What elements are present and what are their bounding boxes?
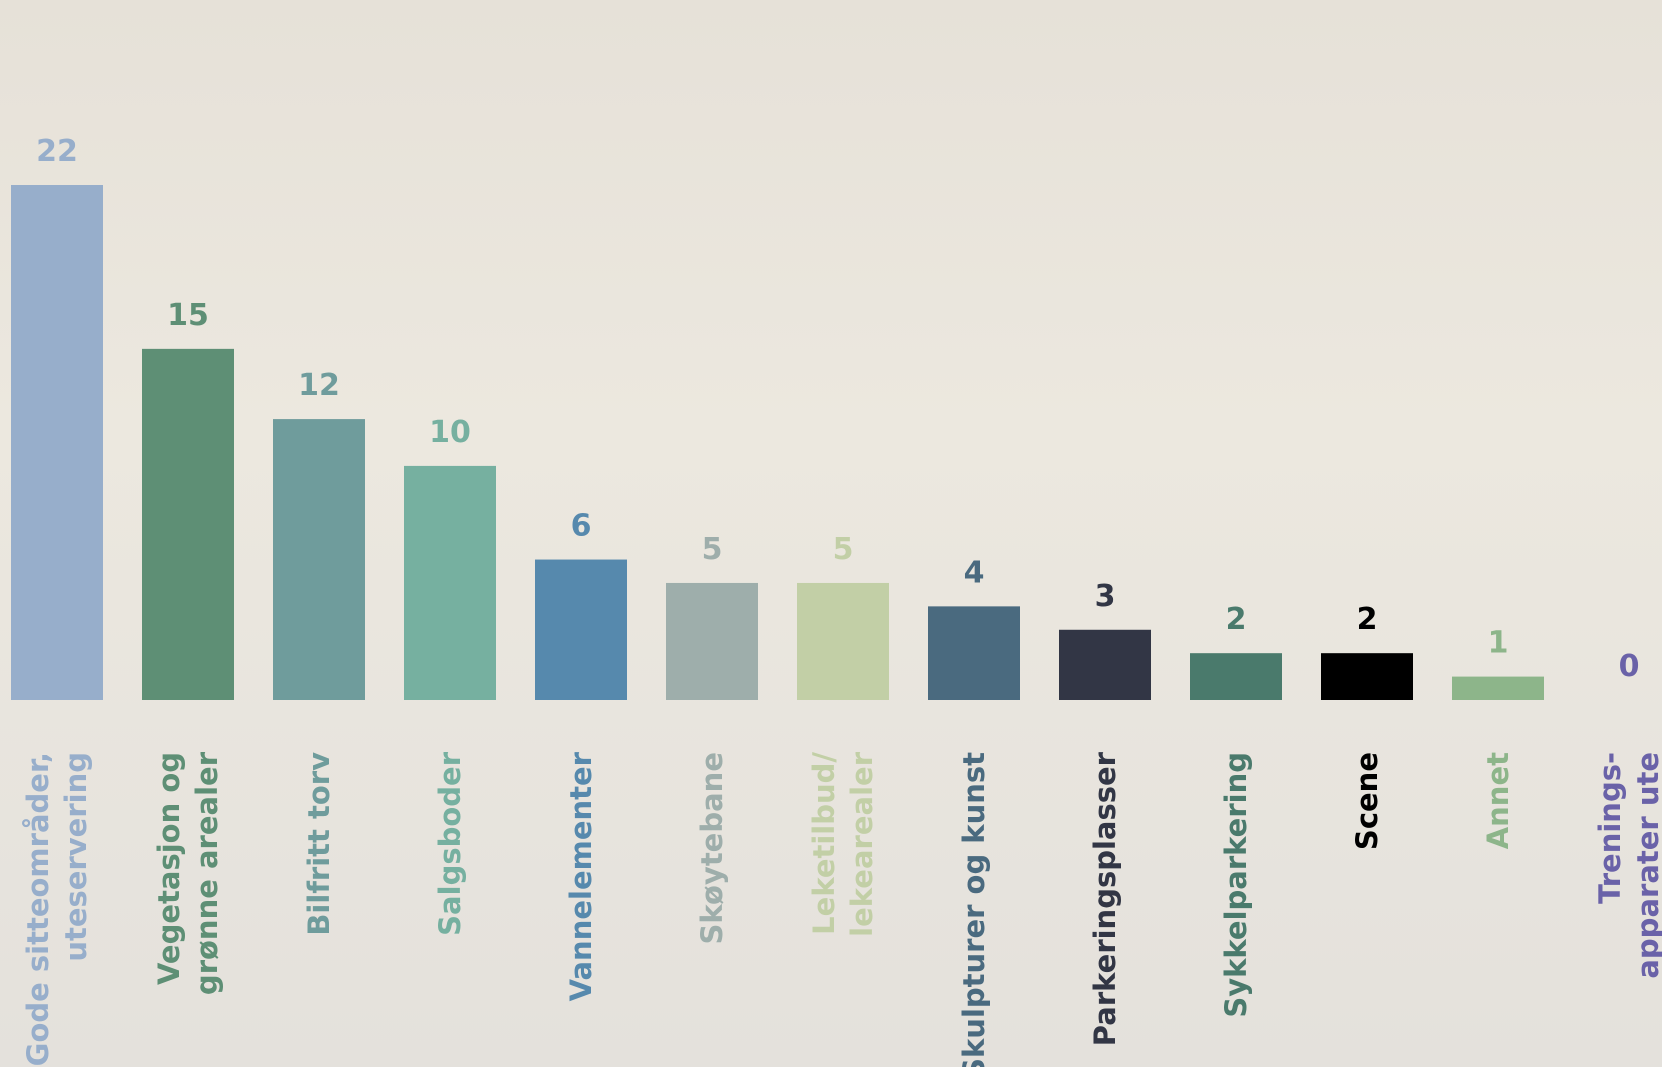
bar [11,185,103,700]
category-label: Skulpturer og kunst [957,752,991,1067]
value-label: 2 [1226,602,1247,637]
category-label: Trenings- [1593,752,1627,904]
value-label: 15 [167,298,209,333]
category-label: Vannelementer [564,751,598,1001]
bar [1190,653,1282,700]
category-label: grønne arealer [190,751,224,995]
category-label: Salgsboder [433,751,467,936]
chart: 22Gode sitteområder,uteservering15Vegeta… [0,0,1662,1067]
category-label: Leketilbud/ [807,752,841,935]
category-label: Sykkelparkering [1219,752,1253,1018]
value-label: 4 [964,555,985,590]
category-label: Gode sitteområder, [21,752,55,1066]
bar [273,419,365,700]
value-label: 10 [429,415,471,450]
value-label: 1 [1488,626,1509,661]
category-label: lekearealer [845,751,879,937]
bar [797,583,889,700]
bar [142,349,234,700]
value-label: 5 [702,532,723,567]
category-label: Vegetasjon og [152,752,186,985]
bar [928,606,1020,700]
value-label: 2 [1357,602,1378,637]
category-label: Skøytebane [695,752,729,945]
category-label: uteservering [59,752,93,962]
value-label: 5 [833,532,854,567]
category-label: Scene [1350,752,1384,850]
bar [1321,653,1413,700]
value-label: 3 [1095,579,1116,614]
bar [535,560,627,700]
value-label: 6 [571,509,592,544]
value-label: 12 [298,368,340,403]
category-label: Annet [1481,752,1515,849]
value-label: 0 [1619,649,1640,684]
bar [1452,677,1544,700]
category-label: Bilfritt torv [302,752,336,936]
bar [666,583,758,700]
value-label: 22 [36,134,78,169]
bar [404,466,496,700]
category-label: Parkeringsplasser [1088,751,1122,1046]
category-label: apparater ute [1631,752,1662,979]
bar [1059,630,1151,700]
